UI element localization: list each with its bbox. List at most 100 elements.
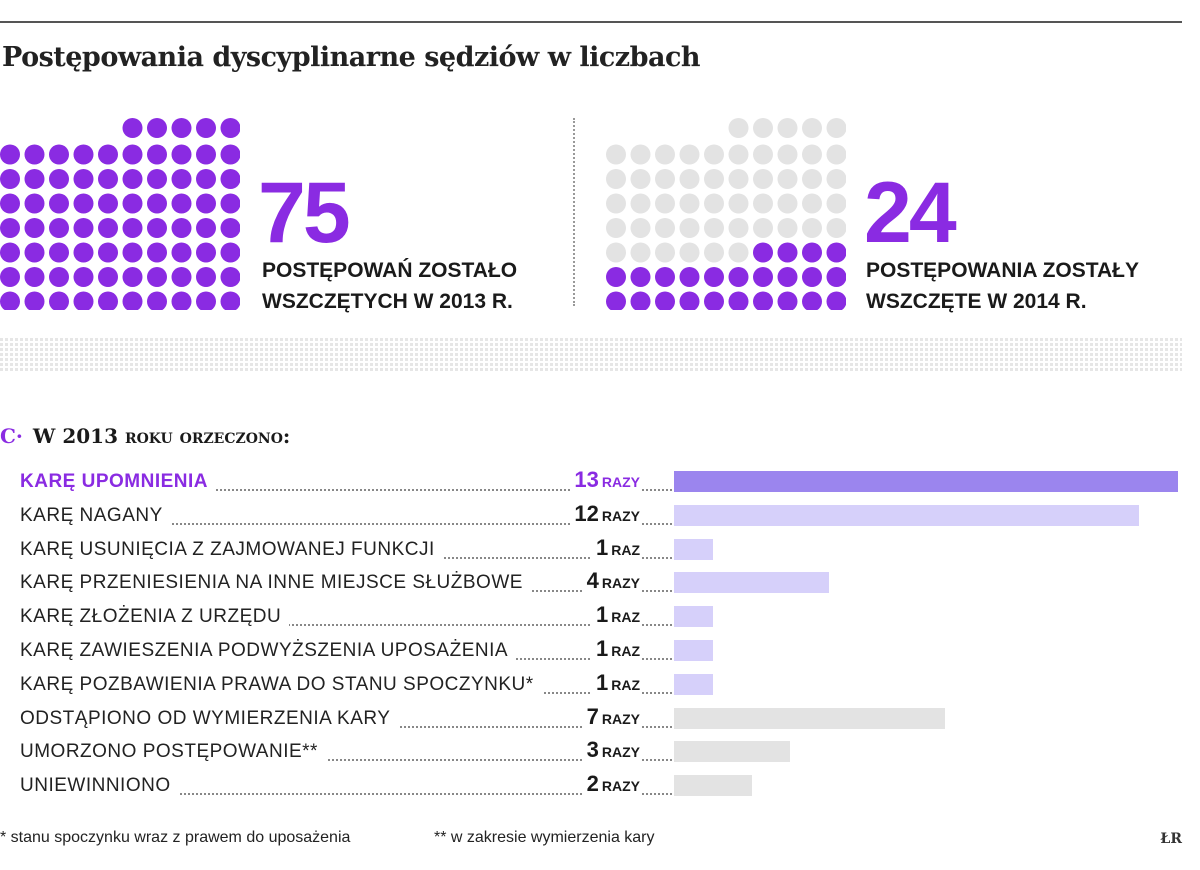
leader-dots-short xyxy=(642,556,672,559)
dot-2014-dot xyxy=(826,193,846,214)
leader-dots-short xyxy=(642,658,672,660)
dot-2014-dot xyxy=(728,291,749,310)
dot-2013-dot xyxy=(24,144,45,165)
dot-2014-dot xyxy=(655,242,675,263)
dot-2013-dot xyxy=(171,169,192,189)
dot-2014-dot xyxy=(630,193,651,214)
bar xyxy=(674,673,713,695)
dot-2013-dot xyxy=(98,193,118,214)
stat-2014-caption-line2: WSZCZĘTE W 2014 R. xyxy=(866,290,1087,313)
dot-2014-dot xyxy=(679,267,700,287)
dot-2013-dot xyxy=(171,144,192,165)
dot-2013-dot xyxy=(73,242,94,263)
stat-2013-number: 75 xyxy=(258,165,351,261)
dot-2013-dot xyxy=(24,242,45,263)
bar xyxy=(674,741,791,763)
count-label: 4 RAZY xyxy=(582,568,640,595)
dot-2013-dot xyxy=(196,118,216,138)
dot-2014-dot xyxy=(704,169,724,189)
bar xyxy=(674,775,752,797)
dot-2014-dot xyxy=(777,118,798,138)
value-label: 4 xyxy=(586,568,599,594)
dot-2013-dot xyxy=(220,144,240,165)
dot-2014-dot xyxy=(655,218,675,238)
dot-grid-2014 xyxy=(606,118,846,310)
dot-2013-dot xyxy=(122,144,143,165)
dot-2014-dot xyxy=(606,242,626,263)
section-heading-rest: roku orzeczono: xyxy=(117,424,291,448)
dot-2013-dot xyxy=(73,144,94,165)
dot-2013-dot xyxy=(49,169,69,189)
dot-2013-dot xyxy=(147,291,167,310)
dot-2013-dot xyxy=(171,218,192,238)
category-label: KARĘ USUNIĘCIA Z ZAJMOWANEJ FUNKCJI xyxy=(20,538,443,561)
dot-2013-dot xyxy=(171,242,192,263)
category-label: KARĘ ZAWIESZENIA PODWYŻSZENIA UPOSAŻENIA xyxy=(20,640,517,662)
dot-2014-dot xyxy=(826,291,846,310)
stat-2014-number: 24 xyxy=(864,165,957,261)
unit-label: RAZY xyxy=(601,710,640,727)
dot-2014-dot xyxy=(655,144,675,165)
value-label: 3 xyxy=(586,737,599,763)
bar xyxy=(674,538,713,560)
leader-dots xyxy=(20,624,590,627)
dot-2014-dot xyxy=(630,169,651,189)
dot-2014-dot xyxy=(655,267,675,287)
dot-2013-dot xyxy=(122,242,143,263)
bar xyxy=(674,572,830,594)
dot-2014-dot xyxy=(777,267,798,287)
dot-2014-dot xyxy=(704,242,724,263)
dot-2013-dot xyxy=(98,291,118,310)
dot-2013-dot xyxy=(220,118,240,138)
dot-2013-dot xyxy=(24,291,45,310)
dot-2014-dot xyxy=(802,118,822,138)
dot-2014-dot xyxy=(802,291,822,310)
category-label: KARĘ ZŁOŻENIA Z URZĘDU xyxy=(20,606,290,629)
dot-2014-dot xyxy=(606,291,626,310)
dot-2014-dot xyxy=(728,169,749,189)
dot-2014-dot xyxy=(826,144,846,165)
dot-2014-dot xyxy=(728,144,749,165)
dot-2013-dot xyxy=(0,267,20,287)
dot-2013-dot xyxy=(122,169,143,189)
leader-dots xyxy=(20,793,590,796)
dot-2014-dot xyxy=(630,218,651,238)
leader-dots-short xyxy=(642,590,672,593)
dot-2013-dot xyxy=(196,267,216,287)
dot-2013-dot xyxy=(73,291,94,310)
bar-row: KARĘ UPOMNIENIA 13 RAZY xyxy=(20,467,1180,501)
count-label: 1 RAZ xyxy=(591,636,640,662)
dot-2014-dot xyxy=(826,267,846,287)
dot-2014-dot xyxy=(802,242,822,263)
count-label: 1 RAZ xyxy=(591,534,640,561)
bar-row: ODSTĄPIONO OD WYMIERZENIA KARY 7 RAZY xyxy=(20,703,1180,738)
dot-2014-dot xyxy=(679,144,700,165)
dot-2013-dot xyxy=(171,118,192,138)
dot-2013-dot xyxy=(171,291,192,310)
dot-2014-dot xyxy=(826,242,846,263)
dot-2013-dot xyxy=(0,218,20,238)
leader-dots-short xyxy=(642,489,672,491)
dot-2014-dot xyxy=(679,218,700,238)
dot-2013-dot xyxy=(171,267,192,287)
dot-2013-dot xyxy=(122,267,143,287)
value-label: 7 xyxy=(586,703,599,729)
category-label: UNIEWINNIONO xyxy=(20,775,179,798)
dot-2013-dot xyxy=(98,267,118,287)
dot-2014-dot xyxy=(753,291,773,310)
value-label: 13 xyxy=(574,467,599,492)
dot-2014-dot xyxy=(777,144,798,165)
dot-2014-dot xyxy=(679,169,700,189)
dot-2013-dot xyxy=(220,218,240,238)
stat-2014-caption: POSTĘPOWANIA ZOSTAŁY WSZCZĘTE W 2014 R. xyxy=(866,255,1139,317)
dot-2013-dot xyxy=(49,242,69,263)
bar xyxy=(674,606,713,628)
category-label: KARĘ PRZENIESIENIA NA INNE MIEJSCE SŁUŻB… xyxy=(20,572,531,595)
dot-2013-dot xyxy=(147,193,167,214)
dot-2013-dot xyxy=(73,218,94,238)
dot-2013-dot xyxy=(73,267,94,287)
dot-2014-dot xyxy=(753,193,773,214)
dot-2013-dot xyxy=(0,291,20,310)
dot-2014-dot xyxy=(728,242,749,263)
category-label: ODSTĄPIONO OD WYMIERZENIA KARY xyxy=(20,707,399,730)
